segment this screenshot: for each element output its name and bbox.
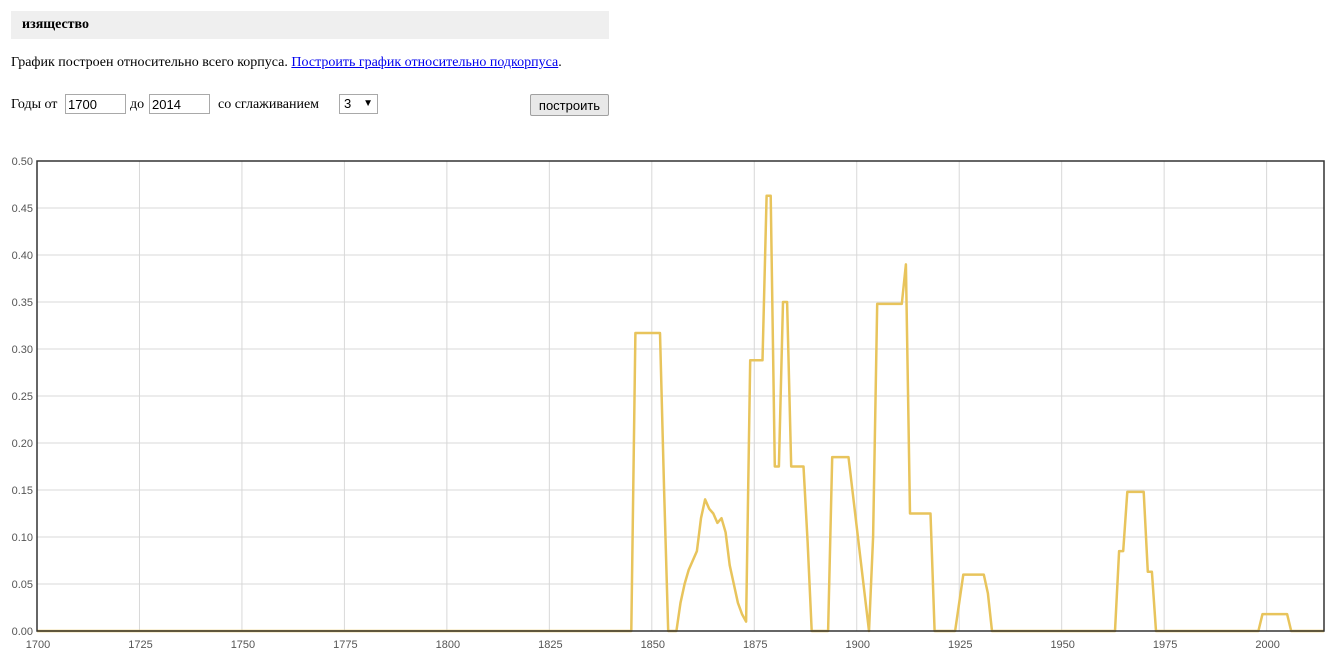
corpus-info-text: График построен относительно всего корпу… (11, 55, 292, 70)
subcorpus-link[interactable]: Построить график относительно подкорпуса (291, 55, 559, 70)
x-tick-label: 1900 (846, 639, 870, 651)
query-word: изящество (22, 17, 90, 32)
y-tick-label: 0.00 (12, 626, 33, 638)
corpus-info-line: График построен относительно всего корпу… (11, 54, 562, 72)
query-word-header: изящество (11, 11, 609, 39)
y-tick-label: 0.25 (12, 391, 33, 403)
year-to-input[interactable] (149, 94, 210, 114)
x-tick-label: 1800 (436, 639, 460, 651)
x-tick-label: 1875 (743, 639, 767, 651)
plot-area (37, 194, 1324, 633)
x-tick-label: 1725 (128, 639, 152, 651)
y-tick-label: 0.10 (12, 532, 33, 544)
x-tick-label: 1700 (26, 639, 50, 651)
y-tick-label: 0.35 (12, 297, 33, 309)
x-tick-label: 1850 (641, 639, 665, 651)
year-from-input[interactable] (65, 94, 126, 114)
y-tick-label: 0.40 (12, 250, 33, 262)
x-tick-label: 1825 (538, 639, 562, 651)
y-tick-label: 0.15 (12, 485, 33, 497)
build-chart-button[interactable]: построить (530, 94, 609, 116)
x-tick-label: 1925 (948, 639, 972, 651)
x-tick-label: 1750 (231, 639, 255, 651)
chart-controls: Годы от до со сглаживанием 3 ▼ построить (11, 94, 609, 116)
smoothing-value: 3 (344, 96, 352, 111)
y-tick-label: 0.30 (12, 344, 33, 356)
x-axis: 1700 1725 1750 1775 1800 1825 1850 1875 1900 1925… (26, 639, 1280, 651)
chart-frame (36, 160, 1325, 632)
series-line (37, 194, 1324, 633)
x-tick-label: 1950 (1050, 639, 1074, 651)
y-axis: 0.00 0.05 0.10 0.15 0.20 0.25 0.30 0.35 0.40 0.45… (12, 156, 33, 638)
x-tick-label: 1775 (333, 639, 357, 651)
y-tick-label: 0.20 (12, 438, 33, 450)
x-tick-label: 2000 (1255, 639, 1279, 651)
y-tick-label: 0.05 (12, 579, 33, 591)
y-tick-label: 0.50 (12, 156, 33, 168)
years-from-label: Годы от (11, 97, 58, 112)
x-tick-label: 1975 (1153, 639, 1177, 651)
frequency-chart: 0.00 0.05 0.10 0.15 0.20 0.25 0.30 0.35 0.40 0.45… (12, 156, 1325, 651)
y-tick-label: 0.45 (12, 203, 33, 215)
smoothing-select[interactable]: 3 ▼ (339, 94, 378, 114)
chevron-down-icon: ▼ (363, 98, 373, 109)
chart-grid (36, 160, 1324, 632)
corpus-info-end: . (558, 55, 562, 70)
smoothing-label: со сглаживанием (218, 97, 320, 112)
year-to-label: до (130, 97, 145, 112)
